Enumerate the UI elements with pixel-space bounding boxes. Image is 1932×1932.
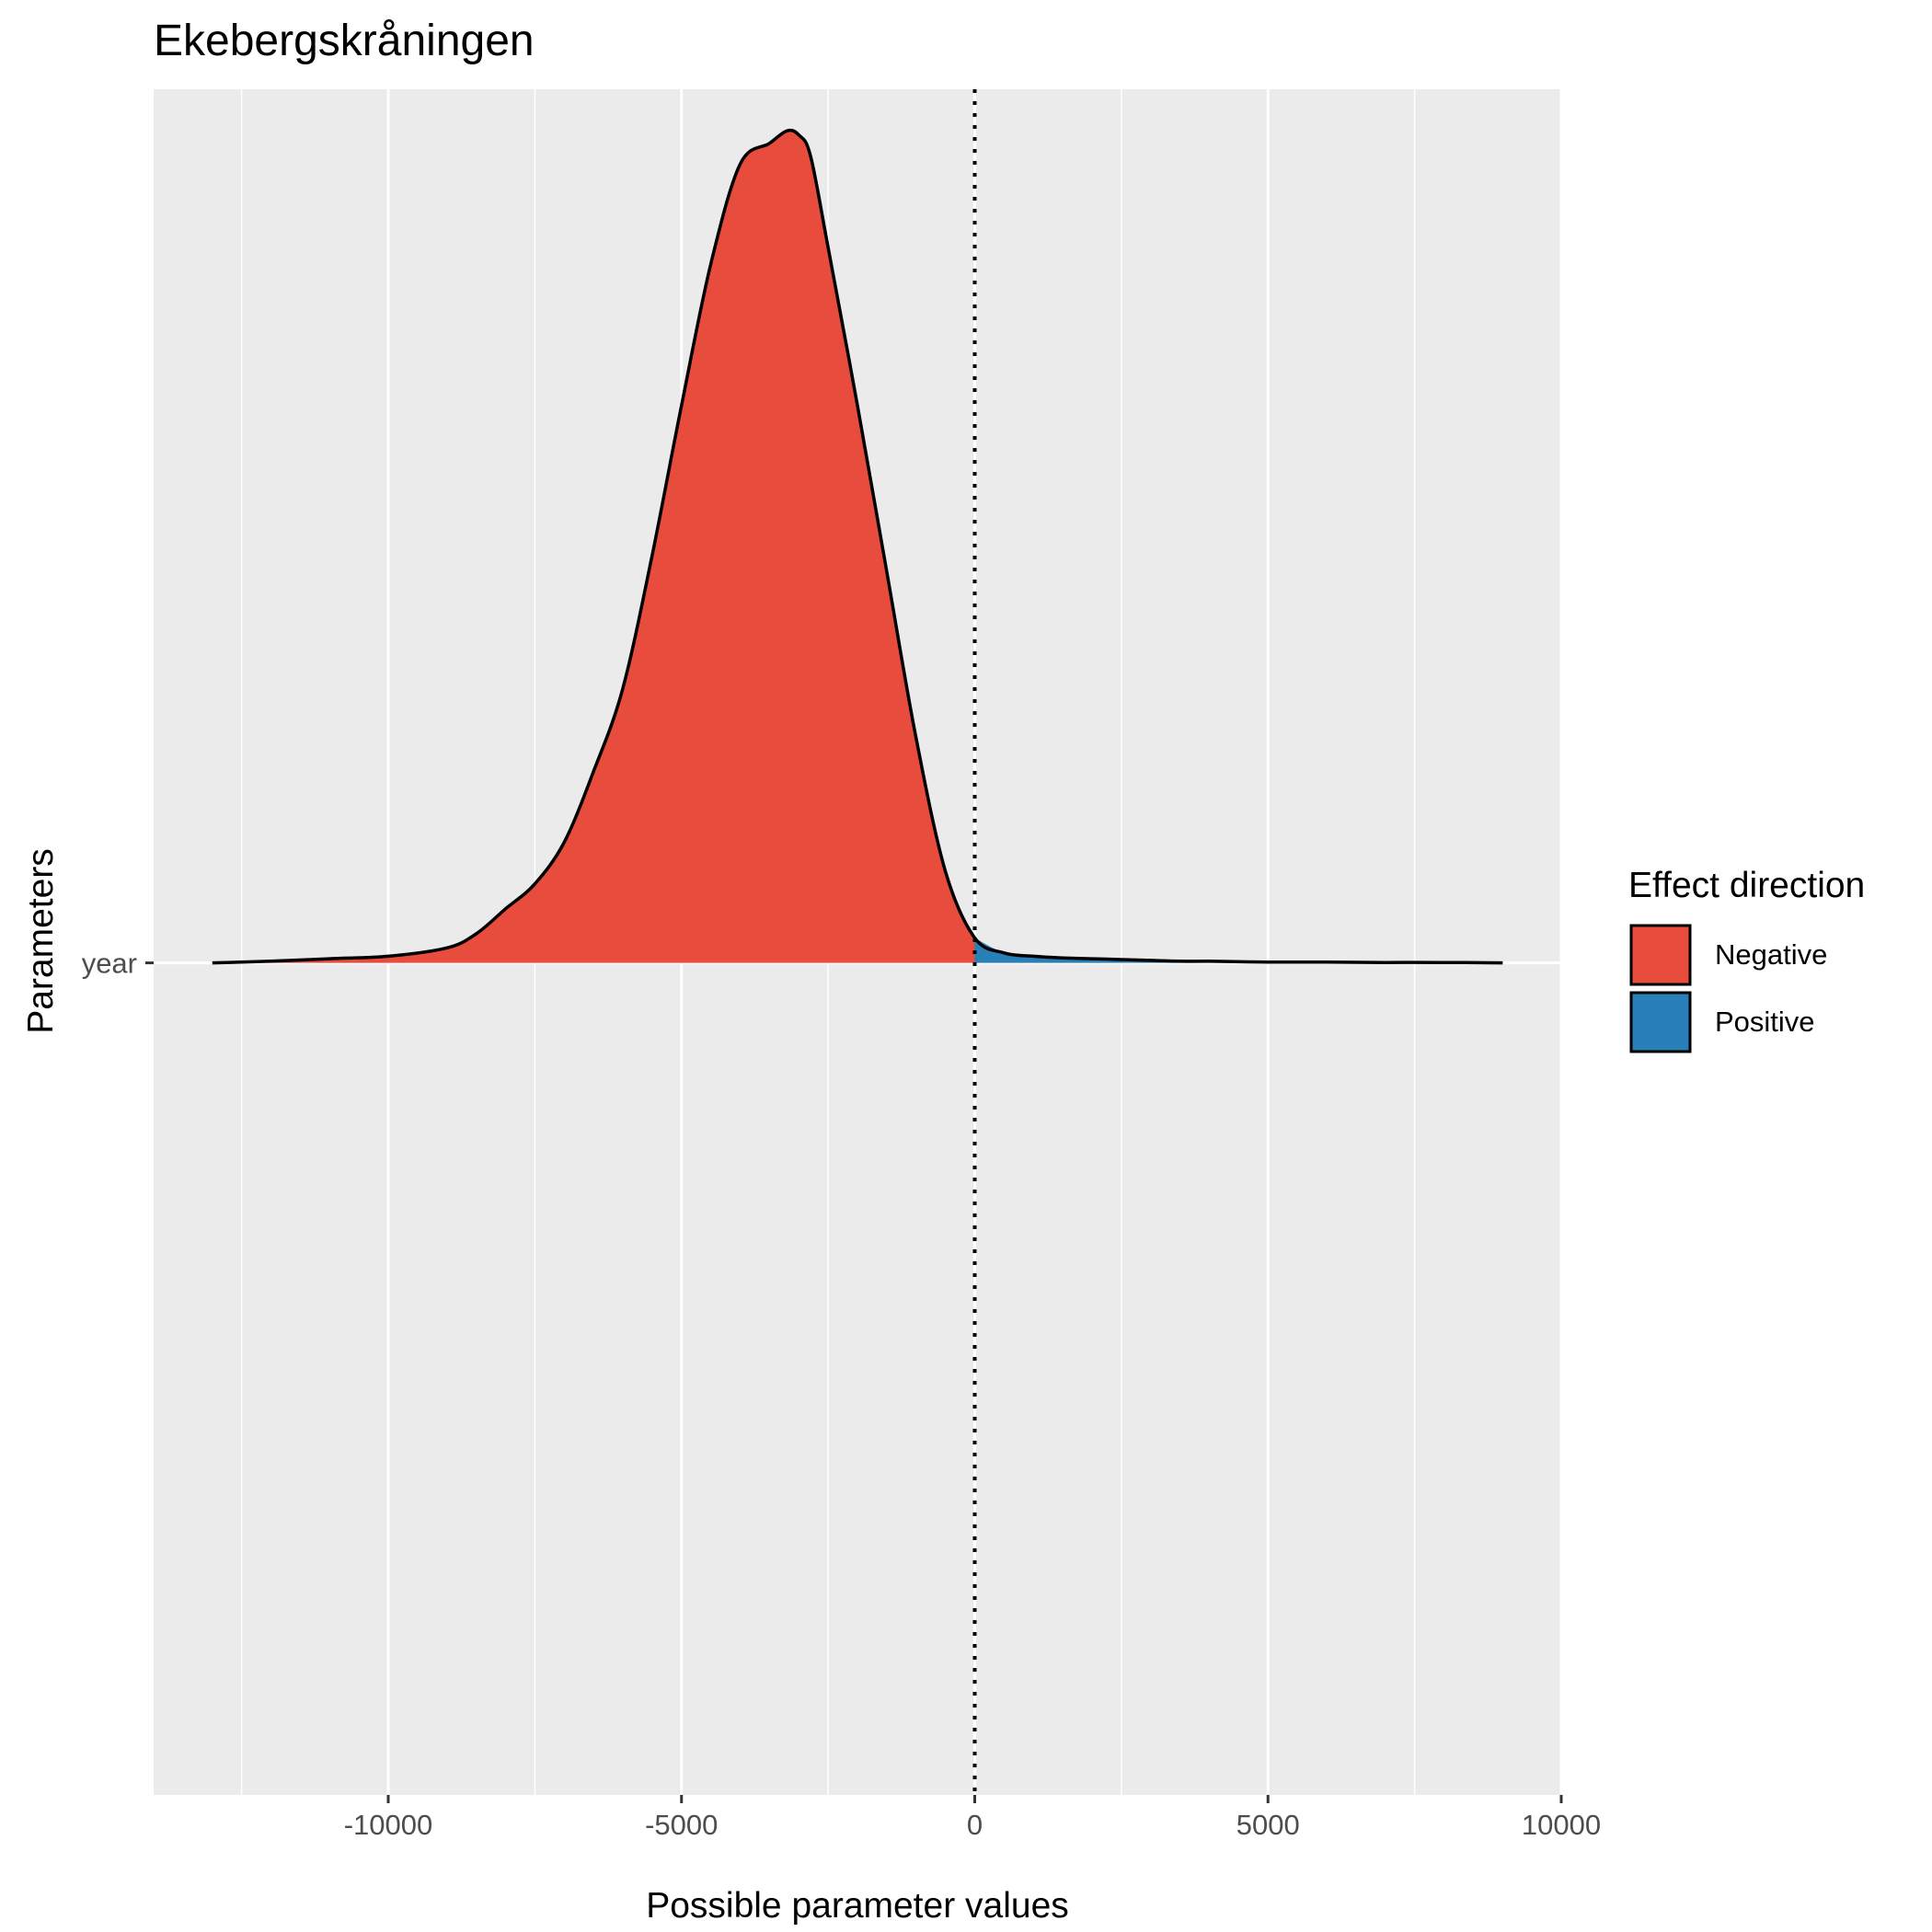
y-axis: year [82, 948, 154, 980]
legend: Effect direction Negative Positive [1628, 866, 1865, 1053]
x-tick-label: 10000 [1522, 1809, 1601, 1841]
y-axis-title: Parameters [21, 848, 61, 1034]
y-tick-label: year [82, 948, 137, 980]
legend-title: Effect direction [1628, 866, 1865, 905]
x-tick-label: 0 [967, 1809, 983, 1841]
density-area-positive [974, 937, 1503, 963]
density-layer [212, 128, 1503, 965]
legend-label-positive: Positive [1715, 1006, 1815, 1038]
x-axis: -10000 -5000 0 5000 10000 [344, 1795, 1601, 1841]
legend-swatch-negative [1629, 924, 1692, 986]
x-tick-label: 5000 [1236, 1809, 1300, 1841]
x-tick-label: -10000 [344, 1809, 433, 1841]
chart-title: Ekebergskråningen [154, 17, 535, 65]
x-axis-title: Possible parameter values [646, 1886, 1069, 1926]
density-outline [212, 128, 1503, 965]
legend-label-negative: Negative [1715, 938, 1827, 971]
x-tick-label: -5000 [645, 1809, 718, 1841]
legend-swatch-positive [1629, 991, 1692, 1053]
density-area-negative [212, 130, 975, 963]
